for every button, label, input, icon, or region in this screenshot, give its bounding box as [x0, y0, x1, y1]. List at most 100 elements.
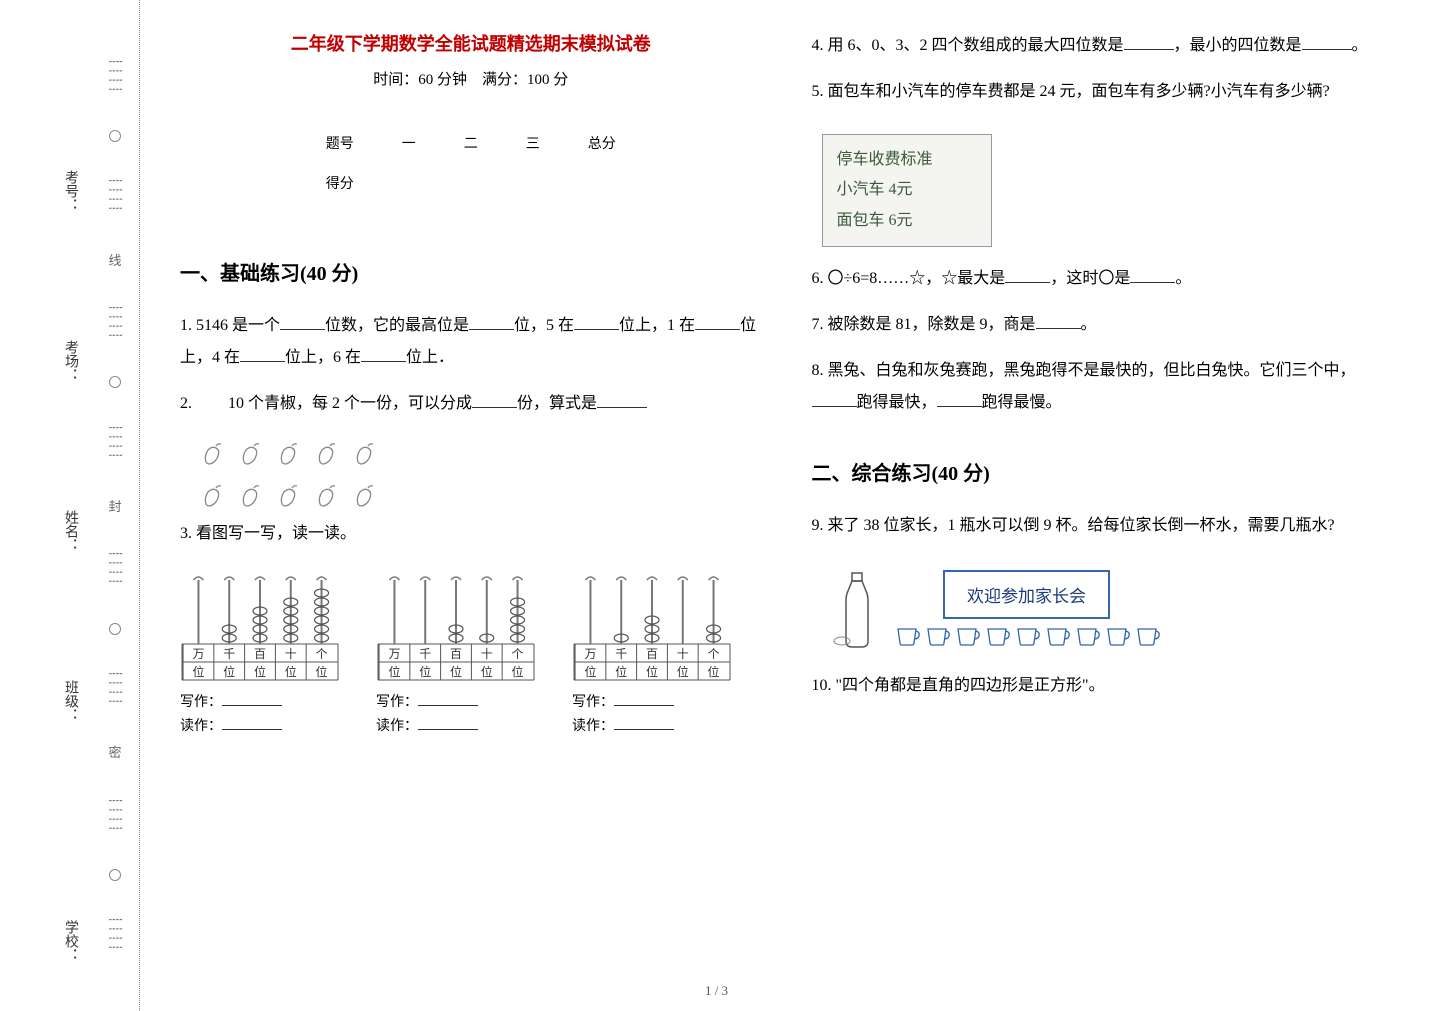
page-number: 1 / 3 — [705, 983, 728, 999]
label-class: 班级： — [60, 680, 80, 722]
svg-text:位: 位 — [512, 664, 524, 679]
seal-line: ┊┊┊┊ ┊┊┊┊ 线 ┊┊┊┊ ┊┊┊┊ 封 ┊┊┊┊ ┊┊┊┊ 密 ┊┊┊┊… — [100, 40, 130, 971]
abacus-write-label: 写作： — [376, 691, 536, 711]
label-school: 学校： — [60, 920, 80, 962]
abacus-write-label: 写作： — [572, 691, 732, 711]
svg-text:百: 百 — [254, 647, 266, 661]
cup-icon — [1014, 625, 1040, 647]
score-row-label: 得分 — [302, 163, 378, 203]
section2-title: 二、综合练习(40 分) — [812, 457, 1394, 486]
cup-icon — [1104, 625, 1130, 647]
bottle-icon — [832, 571, 882, 651]
pepper-icon — [200, 484, 228, 510]
cup-icon — [1044, 625, 1070, 647]
pepper-icon — [238, 484, 266, 510]
question-9: 9. 来了 38 位家长，1 瓶水可以倒 9 杯。给每位家长倒一杯水，需要几瓶水… — [812, 510, 1394, 542]
column-right: 4. 用 6、0、3、2 四个数组成的最大四位数是，最小的四位数是。 5. 面包… — [812, 30, 1394, 991]
question-4: 4. 用 6、0、3、2 四个数组成的最大四位数是，最小的四位数是。 — [812, 30, 1394, 62]
svg-text:位: 位 — [254, 664, 266, 679]
abacus-read-label: 读作： — [572, 715, 732, 735]
cups-row — [894, 625, 1160, 652]
svg-text:个: 个 — [512, 647, 524, 661]
label-name: 姓名： — [60, 510, 80, 552]
label-exam-no: 考号： — [60, 170, 80, 212]
label-room: 考场： — [60, 340, 80, 382]
svg-text:百: 百 — [646, 647, 658, 661]
pepper-icon — [276, 484, 304, 510]
svg-text:位: 位 — [192, 664, 204, 679]
column-left: 二年级下学期数学全能试题精选期末模拟试卷 时间：60 分钟 满分：100 分 题… — [180, 30, 762, 991]
abacus-block: 万位千位百位十位个位写作：读作： — [572, 572, 732, 735]
pepper-row-1 — [200, 442, 762, 468]
question-3-title: 3. 看图写一写，读一读。 — [180, 518, 762, 550]
svg-text:位: 位 — [388, 664, 400, 679]
score-cell — [440, 163, 502, 203]
svg-text:位: 位 — [615, 664, 627, 679]
content-area: 二年级下学期数学全能试题精选期末模拟试卷 时间：60 分钟 满分：100 分 题… — [140, 0, 1433, 1011]
score-table: 题号 一 二 三 总分 得分 — [302, 123, 640, 203]
score-cell — [378, 163, 440, 203]
question-7: 7. 被除数是 81，除数是 9，商是。 — [812, 309, 1394, 341]
score-h1: 一 — [378, 123, 440, 163]
svg-text:位: 位 — [708, 664, 720, 679]
cup-icon — [984, 625, 1010, 647]
svg-text:个: 个 — [708, 647, 720, 661]
binding-margin: 学校： 班级： 姓名： 考场： 考号： ┊┊┊┊ ┊┊┊┊ 线 ┊┊┊┊ ┊┊┊… — [0, 0, 140, 1011]
cup-icon — [1134, 625, 1160, 647]
cup-icon — [924, 625, 950, 647]
fee-l3: 面包车 6元 — [837, 206, 977, 236]
svg-text:十: 十 — [285, 647, 297, 661]
abacus-write-label: 写作： — [180, 691, 340, 711]
svg-text:位: 位 — [584, 664, 596, 679]
pepper-icon — [314, 442, 342, 468]
abacus-icon: 万位千位百位十位个位 — [376, 572, 536, 682]
question-8: 8. 黑兔、白兔和灰兔赛跑，黑兔跑得不是最快的，但比白兔快。它们三个中，跑得最快… — [812, 355, 1394, 419]
abacus-row: 万位千位百位十位个位写作：读作：万位千位百位十位个位写作：读作：万位千位百位十位… — [180, 572, 762, 735]
score-h2: 二 — [440, 123, 502, 163]
svg-text:位: 位 — [646, 664, 658, 679]
svg-text:十: 十 — [481, 647, 493, 661]
pepper-icon — [314, 484, 342, 510]
score-h0: 题号 — [302, 123, 378, 163]
section1-title: 一、基础练习(40 分) — [180, 257, 762, 286]
score-h3: 三 — [502, 123, 564, 163]
svg-text:十: 十 — [677, 647, 689, 661]
svg-text:位: 位 — [223, 664, 235, 679]
fee-box: 停车收费标准 小汽车 4元 面包车 6元 — [822, 134, 992, 247]
abacus-block: 万位千位百位十位个位写作：读作： — [180, 572, 340, 735]
svg-text:百: 百 — [450, 647, 462, 661]
question-6: 6. 〇÷6=8……☆，☆最大是，这时〇是。 — [812, 263, 1394, 295]
svg-text:万: 万 — [192, 647, 204, 661]
question-10: 10. "四个角都是直角的四边形是正方形"。 — [812, 670, 1394, 702]
abacus-read-label: 读作： — [180, 715, 340, 735]
cup-icon — [894, 625, 920, 647]
exam-subtitle: 时间：60 分钟 满分：100 分 — [180, 68, 762, 89]
score-cell — [502, 163, 564, 203]
fee-l2: 小汽车 4元 — [837, 175, 977, 205]
svg-text:千: 千 — [223, 647, 235, 661]
meeting-illustration: 欢迎参加家长会 — [832, 570, 1394, 652]
fee-l1: 停车收费标准 — [837, 145, 977, 175]
pepper-icon — [352, 442, 380, 468]
svg-text:位: 位 — [481, 664, 493, 679]
question-5: 5. 面包车和小汽车的停车费都是 24 元，面包车有多少辆?小汽车有多少辆? — [812, 76, 1394, 108]
pepper-icon — [276, 442, 304, 468]
pepper-icon — [238, 442, 266, 468]
svg-text:万: 万 — [584, 647, 596, 661]
pepper-row-2 — [200, 484, 762, 510]
cup-icon — [954, 625, 980, 647]
svg-text:位: 位 — [285, 664, 297, 679]
svg-text:位: 位 — [419, 664, 431, 679]
abacus-icon: 万位千位百位十位个位 — [180, 572, 340, 682]
svg-text:位: 位 — [316, 664, 328, 679]
abacus-block: 万位千位百位十位个位写作：读作： — [376, 572, 536, 735]
svg-text:万: 万 — [388, 647, 400, 661]
pepper-icon — [200, 442, 228, 468]
svg-text:位: 位 — [677, 664, 689, 679]
svg-text:千: 千 — [615, 647, 627, 661]
cup-icon — [1074, 625, 1100, 647]
meeting-banner: 欢迎参加家长会 — [943, 570, 1110, 619]
question-1: 1. 5146 是一个位数，它的最高位是位，5 在位上，1 在位上，4 在位上，… — [180, 310, 762, 374]
svg-text:位: 位 — [450, 664, 462, 679]
svg-text:个: 个 — [316, 647, 328, 661]
